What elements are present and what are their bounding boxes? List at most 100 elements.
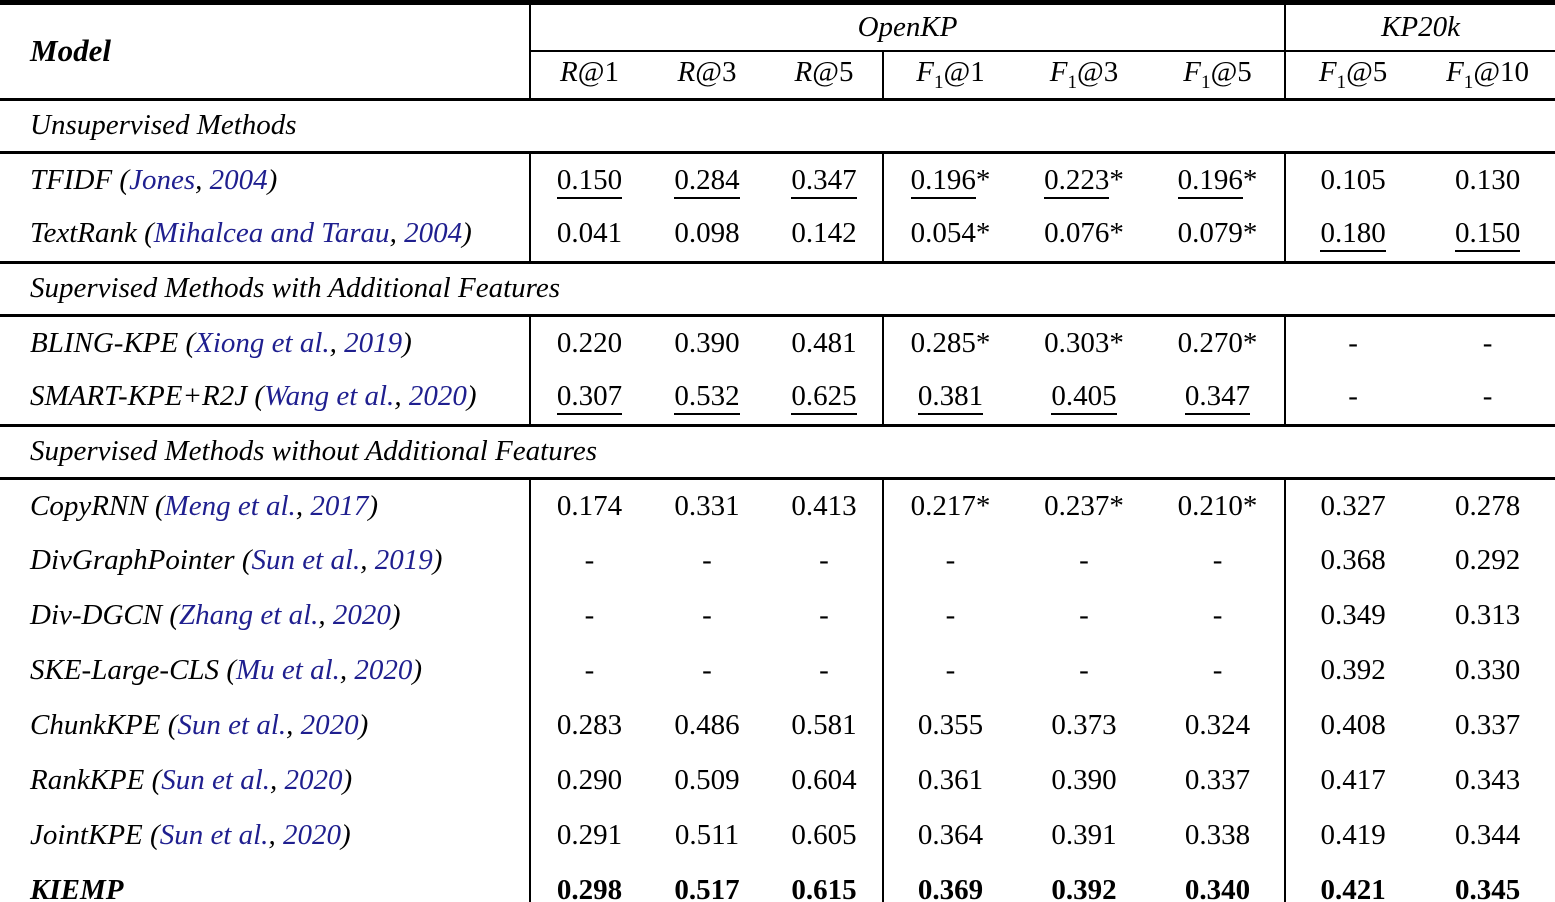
citation-year-link[interactable]: 2020 [284,764,343,796]
metric-value-cell: 0.337 [1420,698,1555,753]
citation-separator: , [270,764,285,796]
metric-value: 0.615 [791,874,857,902]
citation-year-link[interactable]: 2004 [404,217,463,250]
citation-author-link[interactable]: Mu et al. [235,654,340,686]
citation-author-link[interactable]: Sun et al. [159,819,269,851]
model-row: TextRank (Mihalcea and Tarau, 2004) 0.041… [0,207,1555,262]
metric-value-cell: 0.349 [1285,588,1420,643]
metric-at-k: @5 [1210,55,1252,88]
metric-value-cell: 0.369 [883,863,1017,902]
citation-author-link[interactable]: Zhang et al. [179,599,319,631]
metric-value-cell: 0.486 [648,698,766,753]
metric-value-cell: - [648,588,766,643]
metric-value-cell: - [1151,533,1287,588]
metric-value: 0.413 [791,489,857,522]
metric-value-cell: 0.419 [1285,808,1420,863]
metric-value: - [702,599,712,631]
metric-value-cell: 0.270* [1151,315,1287,370]
citation-author-link[interactable]: Mihalcea and Tarau [153,217,390,250]
metric-value-cell: - [766,588,884,643]
metric-value: 0.481 [791,326,857,359]
citation-author-link[interactable]: Wang et al. [264,380,395,413]
citation-author-link[interactable]: Xiong et al. [195,326,330,359]
metric-value-cell: 0.344 [1420,808,1555,863]
metric-letter: F [1183,55,1201,88]
metric-value: 0.327 [1320,489,1386,522]
metric-value: 0.079 [1177,217,1243,250]
metric-value-cell: - [1017,533,1151,588]
metric-value-cell: - [648,643,766,698]
metric-value: - [1079,654,1089,686]
citation-year-link[interactable]: 2020 [332,599,391,631]
citation-separator: , [339,654,355,686]
metric-value: 0.391 [1051,819,1117,851]
metric-value: 0.625 [791,380,857,416]
citation-author-link[interactable]: Jones [129,163,196,196]
metric-value-cell: 0.041 [530,207,648,262]
metric-value: 0.150 [556,163,623,199]
citation-year-link[interactable]: 2019 [344,326,403,359]
model-name: BLING-KPE [30,326,179,359]
metric-value: 0.210 [1177,489,1243,522]
citation-separator: , [318,599,333,631]
citation-year-link[interactable]: 2004 [209,163,268,196]
citation-author-link[interactable]: Sun et al. [161,764,271,796]
metric-value-cell: 0.338 [1151,808,1287,863]
metric-value: 0.237 [1044,489,1110,522]
metric-value-cell: 0.174 [530,478,648,533]
metric-value-cell: - [883,643,1017,698]
metric-value: - [819,654,829,686]
metric-value-cell: 0.220 [530,315,648,370]
metric-value: 0.408 [1320,709,1386,741]
results-table: Model OpenKP KP20k R@1 R@3 R@5 F1@1 F1@3… [0,5,1555,902]
table-top-double-rule [0,0,1555,5]
citation-open-paren: ( [136,217,154,250]
citation-year-link[interactable]: 2020 [354,654,413,686]
metric-value-cell: - [1420,315,1555,370]
citation-year-link[interactable]: 2020 [408,380,467,413]
metric-value-cell: 0.364 [883,808,1017,863]
metric-at-k: @5 [812,55,854,88]
significance-asterisk: * [1109,489,1124,522]
metric-value-cell: - [883,588,1017,643]
citation-year-link[interactable]: 2020 [282,819,341,851]
metric-value-cell: - [530,588,648,643]
citation-author-link[interactable]: Meng et al. [164,489,296,522]
metric-value-cell: - [1151,643,1287,698]
metric-value-cell: 0.079* [1151,207,1287,262]
significance-asterisk: * [1242,326,1258,359]
metric-letter: F [1446,55,1464,88]
metric-value-cell: - [766,643,884,698]
metric-column-header-r3: R@3 [648,51,766,101]
metric-value-cell: 0.417 [1285,753,1420,808]
metric-value: 0.098 [674,217,740,250]
citation-author-link[interactable]: Sun et al. [177,709,287,741]
citation-author-link[interactable]: Sun et al. [251,544,361,576]
metric-value: - [945,544,956,576]
metric-value: 0.381 [917,380,984,416]
model-name-cell: RankKPE (Sun et al., 2020) [0,753,531,808]
model-row: SMART-KPE+R2J (Wang et al., 2020) 0.307 0.… [0,370,1555,425]
metric-value: 0.307 [556,380,623,416]
model-name: CopyRNN [30,489,148,522]
metric-value-cell: - [530,533,648,588]
metric-at-k: @3 [1077,55,1119,88]
citation-year-link[interactable]: 2017 [310,489,369,522]
citation-year-link[interactable]: 2020 [300,709,359,741]
metric-value: 0.605 [791,819,857,851]
metric-value-cell: 0.196* [883,152,1017,207]
metric-value: 0.270 [1177,326,1243,359]
metric-value: 0.361 [917,764,984,796]
metric-value-cell: 0.290 [530,753,648,808]
metric-at-k: @5 [1346,55,1388,88]
metric-value-cell: 0.511 [648,808,766,863]
metric-value: 0.349 [1320,599,1386,631]
metric-value: 0.105 [1320,163,1386,196]
model-name: DivGraphPointer [30,544,235,576]
metric-value-cell: 0.278 [1420,478,1555,533]
citation-year-link[interactable]: 2019 [374,544,433,576]
metric-value: 0.291 [556,819,623,851]
metric-column-header-f1at3: F1@3 [1017,51,1151,101]
citation-separator: , [286,709,301,741]
metric-column-header-r5: R@5 [766,51,884,101]
